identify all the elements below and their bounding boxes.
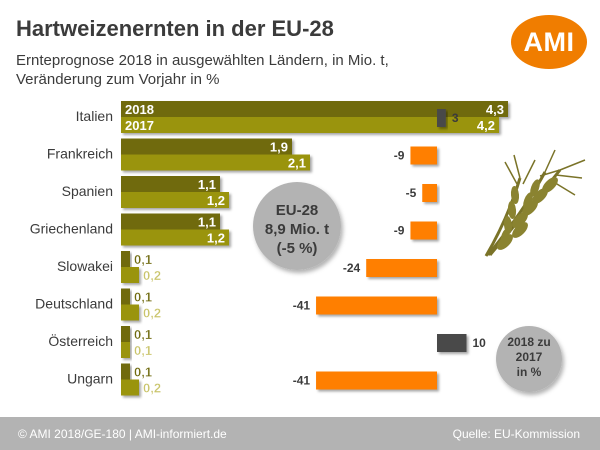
eu-total-line1: EU-28 — [276, 202, 319, 219]
value-label-2018-deutschland: 0,1 — [134, 290, 152, 305]
value-label-2018-slowakei: 0,1 — [134, 252, 152, 267]
category-label--sterreich: Österreich — [48, 332, 113, 349]
value-label-2017-italien: 4,2 — [477, 118, 495, 133]
change-note-line3: in % — [517, 365, 542, 379]
change-bar-frankreich — [410, 146, 437, 165]
change-label-slowakei: -24 — [343, 261, 361, 275]
change-bar-deutschland — [316, 296, 437, 315]
bar-2018-deutschland — [121, 288, 130, 305]
value-label-2018-italien: 4,3 — [486, 102, 504, 117]
value-label-2017-ungarn: 0,2 — [143, 381, 161, 396]
value-label-2017-slowakei: 0,2 — [143, 268, 161, 283]
value-label-2018-griechenland: 1,1 — [198, 215, 216, 230]
bar-2017-slowakei — [121, 267, 139, 283]
change-bar-ungarn — [316, 371, 437, 390]
chart-subtitle: Ernteprognose 2018 in ausgewählten Lände… — [16, 52, 389, 88]
eu-total-circle: EU-28 8,9 Mio. t (-5 %) — [253, 182, 341, 270]
bar-2018-italien — [121, 101, 508, 117]
change-label-deutschland: -41 — [293, 299, 311, 313]
value-label-2017-spanien: 1,2 — [207, 193, 225, 208]
category-label-slowakei: Slowakei — [57, 258, 113, 274]
bar-2017--sterreich — [121, 342, 130, 358]
value-label-2018-spanien: 1,1 — [198, 177, 216, 192]
value-label-2017-griechenland: 1,2 — [207, 231, 225, 246]
change-bar-italien — [437, 109, 446, 127]
value-label-2018-frankreich: 1,9 — [270, 140, 288, 155]
value-label-2018-ungarn: 0,1 — [134, 365, 152, 380]
legend-2018: 2018 — [125, 102, 154, 117]
bar-2018-slowakei — [121, 251, 130, 267]
change-bar-griechenland — [410, 221, 437, 240]
change-label-frankreich: -9 — [394, 149, 405, 163]
bar-2017-frankreich — [121, 154, 310, 171]
footer-source: Quelle: EU-Kommission — [452, 427, 580, 441]
eu-total-line3: (-5 %) — [277, 240, 318, 257]
value-label-2017--sterreich: 0,1 — [134, 343, 152, 358]
change-note-line2: 2017 — [516, 350, 543, 364]
change-note-line1: 2018 zu — [507, 335, 550, 349]
value-label-2017-frankreich: 2,1 — [288, 156, 306, 171]
change-bar-spanien — [422, 184, 437, 202]
bar-2018-ungarn — [121, 363, 130, 380]
change-label--sterreich: 10 — [473, 336, 487, 350]
category-label-spanien: Spanien — [62, 183, 113, 199]
category-label-griechenland: Griechenland — [30, 221, 113, 237]
footer-copyright: © AMI 2018/GE-180 | AMI-informiert.de — [18, 427, 227, 441]
eu-total-line2: 8,9 Mio. t — [265, 221, 329, 238]
bar-2017-ungarn — [121, 379, 139, 396]
bar-2018-frankreich — [121, 138, 292, 155]
bar-2018-griechenland — [121, 213, 220, 230]
value-label-2017-deutschland: 0,2 — [143, 306, 161, 321]
value-label-2018--sterreich: 0,1 — [134, 327, 152, 342]
change-label-spanien: -5 — [406, 186, 417, 200]
bar-2017-spanien — [121, 192, 229, 208]
change-note-circle: 2018 zu 2017 in % — [496, 326, 562, 392]
bar-2017-deutschland — [121, 304, 139, 321]
bar-chart: Italien 4,3 2018 4,2 2017 Frankreich 1,92,1 Spa… — [30, 101, 586, 396]
wheat-ear-icon — [484, 149, 586, 257]
category-label-frankreich: Frankreich — [47, 146, 113, 162]
change-label-ungarn: -41 — [293, 374, 311, 388]
bar-2017-griechenland — [121, 229, 229, 246]
category-label-italien: Italien — [76, 108, 113, 124]
legend-2017: 2017 — [125, 118, 154, 133]
footer: © AMI 2018/GE-180 | AMI-informiert.de Qu… — [0, 417, 600, 450]
bar-2018-spanien — [121, 176, 220, 192]
change-label-italien: 3 — [452, 111, 459, 125]
change-bar--sterreich — [437, 334, 467, 352]
chart-title: Hartweizenernten in der EU-28 — [16, 16, 334, 41]
bar-2018--sterreich — [121, 326, 130, 342]
category-label-deutschland: Deutschland — [35, 296, 113, 312]
change-label-griechenland: -9 — [394, 224, 405, 238]
change-bar-slowakei — [366, 259, 437, 277]
ami-logo: AMI — [511, 15, 587, 69]
bar-2017-italien — [121, 117, 499, 133]
category-label-ungarn: Ungarn — [67, 371, 113, 387]
